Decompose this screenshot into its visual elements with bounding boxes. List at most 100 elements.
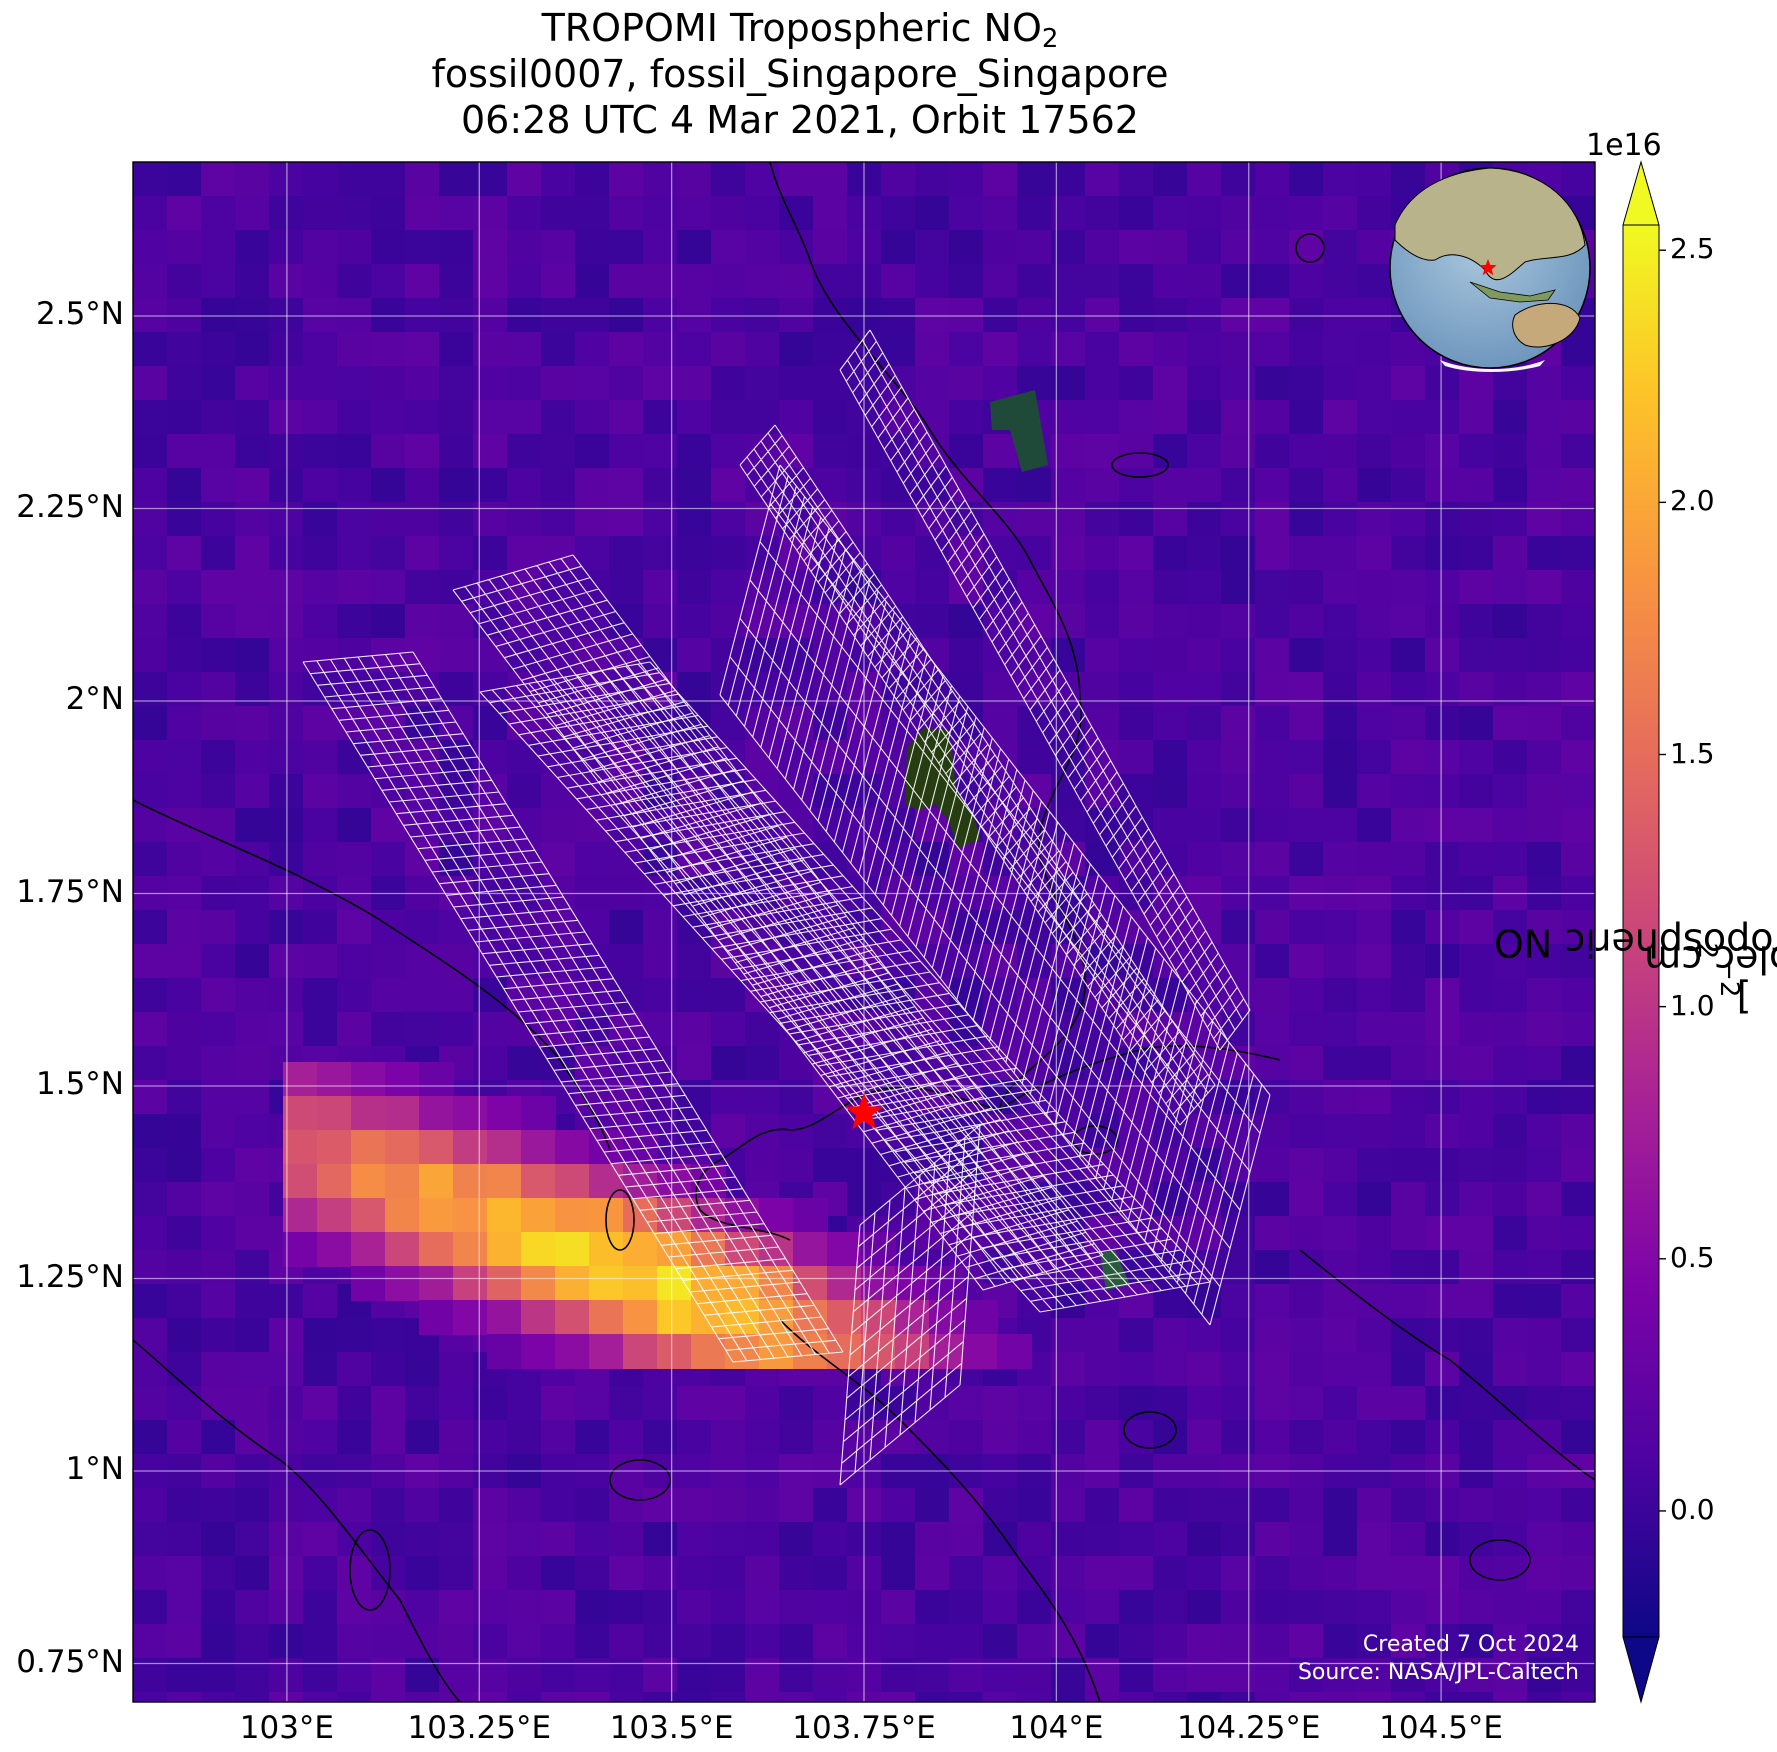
no2-pixel	[1187, 162, 1222, 197]
no2-pixel	[405, 332, 440, 367]
no2-plume-pixel	[419, 1198, 454, 1233]
no2-pixel	[473, 332, 508, 367]
no2-pixel	[1459, 604, 1494, 639]
no2-pixel	[405, 1012, 440, 1047]
no2-pixel	[711, 638, 746, 673]
no2-pixel	[235, 1624, 270, 1659]
no2-pixel	[1561, 570, 1595, 605]
no2-pixel	[1357, 808, 1392, 843]
no2-pixel	[711, 264, 746, 299]
no2-plume-pixel	[827, 1232, 862, 1267]
no2-pixel	[235, 1250, 270, 1285]
no2-pixel	[201, 1114, 236, 1149]
no2-pixel	[1017, 1250, 1052, 1285]
no2-pixel	[1017, 672, 1052, 707]
colorbar-tick-label: 1.5	[1670, 736, 1715, 770]
no2-pixel	[1221, 1488, 1256, 1523]
no2-pixel	[1323, 1250, 1358, 1285]
no2-pixel	[1493, 1182, 1528, 1217]
no2-pixel	[1561, 604, 1595, 639]
no2-pixel	[1561, 740, 1595, 775]
no2-pixel	[1561, 1318, 1595, 1353]
no2-plume-pixel	[317, 1062, 352, 1097]
no2-pixel	[1187, 536, 1222, 571]
no2-pixel	[507, 536, 542, 571]
no2-pixel	[1085, 1420, 1120, 1455]
no2-pixel	[1017, 1590, 1052, 1625]
no2-pixel	[1187, 1012, 1222, 1047]
no2-pixel	[1527, 1080, 1562, 1115]
no2-pixel	[1119, 536, 1154, 571]
no2-pixel	[609, 1692, 644, 1702]
no2-plume-pixel	[521, 1130, 556, 1165]
no2-pixel	[915, 400, 950, 435]
no2-pixel	[371, 1624, 406, 1659]
coastline-island-3	[605, 1189, 635, 1251]
no2-pixel	[1289, 162, 1324, 197]
no2-pixel	[439, 502, 474, 537]
no2-pixel	[1221, 638, 1256, 673]
no2-pixel	[133, 706, 168, 741]
no2-plume-pixel	[963, 1334, 998, 1369]
no2-pixel	[1561, 706, 1595, 741]
no2-pixel	[779, 1080, 814, 1115]
no2-pixel	[745, 1624, 780, 1659]
no2-pixel	[201, 604, 236, 639]
no2-pixel	[1493, 1590, 1528, 1625]
no2-pixel	[303, 536, 338, 571]
no2-pixel	[881, 1692, 916, 1702]
no2-pixel	[677, 162, 712, 197]
no2-pixel	[1527, 1046, 1562, 1081]
no2-pixel	[439, 842, 474, 877]
no2-pixel	[1085, 1522, 1120, 1557]
no2-plume-pixel	[759, 1198, 794, 1233]
no2-pixel	[643, 536, 678, 571]
lat-tick-label: 1°N	[65, 1451, 124, 1487]
no2-pixel	[983, 1386, 1018, 1421]
no2-pixel	[337, 1692, 372, 1702]
no2-pixel	[983, 264, 1018, 299]
no2-pixel	[643, 1624, 678, 1659]
no2-pixel	[745, 536, 780, 571]
no2-pixel	[1357, 1692, 1392, 1702]
no2-pixel	[405, 502, 440, 537]
no2-pixel	[643, 1488, 678, 1523]
no2-plume-pixel	[283, 1198, 318, 1233]
no2-pixel	[949, 1556, 984, 1591]
no2-pixel	[303, 162, 338, 197]
no2-pixel	[1459, 570, 1494, 605]
no2-pixel	[473, 1556, 508, 1591]
no2-pixel	[575, 1556, 610, 1591]
no2-pixel	[1255, 1046, 1290, 1081]
no2-pixel	[1187, 1556, 1222, 1591]
no2-pixel	[643, 978, 678, 1013]
no2-pixel	[711, 706, 746, 741]
no2-plume-pixel	[385, 1062, 420, 1097]
no2-pixel	[507, 1590, 542, 1625]
no2-pixel	[1289, 1012, 1324, 1047]
no2-pixel	[677, 604, 712, 639]
no2-pixel	[745, 740, 780, 775]
no2-pixel	[915, 536, 950, 571]
no2-pixel	[1493, 570, 1528, 605]
no2-pixel	[1085, 638, 1120, 673]
no2-pixel	[1187, 638, 1222, 673]
no2-pixel	[235, 604, 270, 639]
no2-pixel	[1221, 1182, 1256, 1217]
no2-pixel	[201, 332, 236, 367]
no2-pixel	[813, 1692, 848, 1702]
no2-pixel	[949, 1692, 984, 1702]
no2-pixel	[575, 1046, 610, 1081]
no2-pixel	[1119, 1386, 1154, 1421]
no2-pixel	[1459, 740, 1494, 775]
no2-pixel	[881, 1386, 916, 1421]
no2-pixel	[1153, 740, 1188, 775]
no2-pixel	[1391, 638, 1426, 673]
no2-pixel	[1527, 1216, 1562, 1251]
no2-pixel	[1323, 1148, 1358, 1183]
no2-pixel	[473, 230, 508, 265]
no2-plume-pixel	[623, 1198, 658, 1233]
no2-pixel	[1221, 400, 1256, 435]
no2-pixel	[813, 1488, 848, 1523]
no2-pixel	[745, 604, 780, 639]
